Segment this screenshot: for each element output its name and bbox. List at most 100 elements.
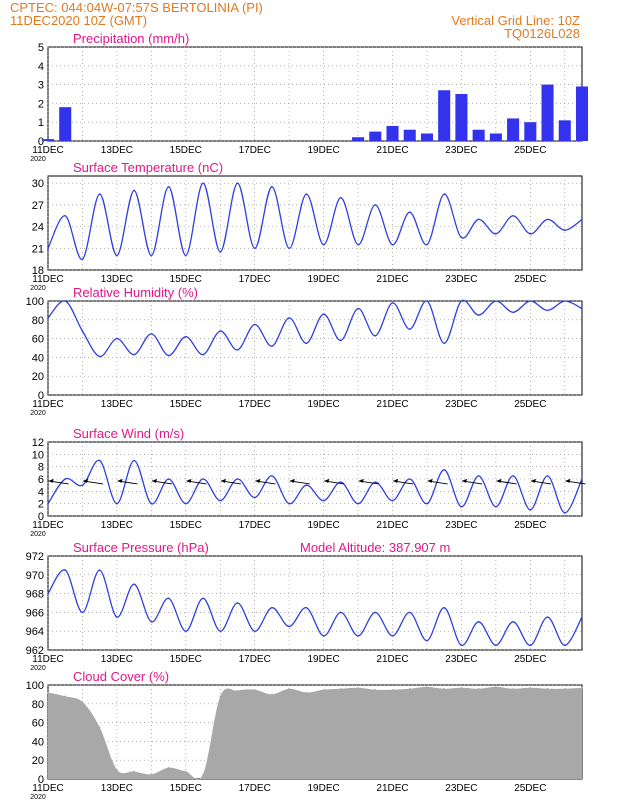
pressure-point xyxy=(253,630,256,632)
pressure-point xyxy=(185,630,187,632)
temperature-point xyxy=(133,189,135,192)
temperature-xtick-label: 15DEC xyxy=(170,274,202,285)
cloud-point xyxy=(563,687,566,690)
cloud-point xyxy=(495,686,497,688)
precipitation-ytick-label: 2 xyxy=(38,98,44,110)
wind-arrow-head xyxy=(151,478,157,483)
cloud-point xyxy=(443,687,445,690)
wind-point xyxy=(219,499,222,502)
humidity-xtick-label: 11DEC xyxy=(32,399,64,410)
pressure-year-label: 2020 xyxy=(30,665,46,672)
humidity-xtick-label: 21DEC xyxy=(376,399,408,410)
cloud-area xyxy=(48,686,582,780)
precipitation-xtick-label: 15DEC xyxy=(170,145,202,156)
precipitation-bar xyxy=(369,131,382,141)
temperature-point xyxy=(98,193,101,195)
wind-xtick-label: 19DEC xyxy=(307,520,339,531)
wind-ytick-label: 10 xyxy=(32,449,44,461)
cloud-point xyxy=(133,770,135,773)
wind-point xyxy=(408,478,411,480)
precipitation-bar xyxy=(558,120,571,141)
humidity-title: Relative Humidity (%) xyxy=(73,285,198,300)
pressure-annotation: Model Altitude: 387.907 m xyxy=(300,540,450,555)
precipitation-bar xyxy=(438,90,451,141)
wind-line xyxy=(47,459,583,514)
temperature-point xyxy=(47,247,49,250)
humidity-point xyxy=(563,300,566,302)
pressure-point xyxy=(546,616,549,618)
temperature-point xyxy=(253,247,256,250)
humidity-year-label: 2020 xyxy=(30,410,46,417)
temperature-ytick-label: 24 xyxy=(32,222,44,234)
humidity-point xyxy=(271,345,273,347)
cloud-ytick-label: 20 xyxy=(32,755,44,767)
precipitation-ytick-label: 3 xyxy=(38,80,44,92)
wind-point xyxy=(374,481,377,483)
wind-title: Surface Wind (m/s) xyxy=(73,426,184,441)
cloud-point xyxy=(322,688,325,691)
product-code: TQ0126L028 xyxy=(504,26,580,41)
cloud-point xyxy=(271,693,273,696)
cloud-point xyxy=(81,701,84,703)
precipitation-bar xyxy=(455,94,468,141)
temperature-xtick-label: 17DEC xyxy=(239,274,271,285)
wind-point xyxy=(202,478,204,480)
station-header: CPTEC: 044:04W-07:57S BERTOLINIA (PI) xyxy=(10,0,263,15)
humidity-xtick-label: 13DEC xyxy=(101,399,133,410)
humidity-xtick-label: 17DEC xyxy=(239,399,271,410)
pressure-point xyxy=(133,583,135,585)
wind-arrow-head xyxy=(117,478,123,483)
humidity-point xyxy=(391,302,394,304)
humidity-point xyxy=(219,330,222,332)
cloud-xtick-label: 19DEC xyxy=(307,783,339,794)
humidity-point xyxy=(546,309,549,312)
pressure-xtick-label: 13DEC xyxy=(101,654,133,665)
wind-point xyxy=(322,499,325,502)
temperature-line xyxy=(47,182,583,260)
precipitation-bar xyxy=(420,133,433,141)
wind-point xyxy=(581,478,583,480)
precipitation-bar xyxy=(524,122,537,141)
temperature-point xyxy=(460,236,463,239)
cloud-point xyxy=(374,688,377,691)
cloud-point xyxy=(236,689,239,692)
cloud-point xyxy=(581,687,583,689)
humidity-point xyxy=(305,342,308,345)
cloud-point xyxy=(219,695,222,698)
temperature-point xyxy=(202,182,204,185)
pressure-point xyxy=(477,621,480,623)
precipitation-bar xyxy=(575,86,589,141)
humidity-point xyxy=(98,355,101,358)
humidity-point xyxy=(202,353,204,356)
temperature-point xyxy=(305,193,308,195)
humidity-point xyxy=(64,300,67,302)
cloud-xtick-label: 25DEC xyxy=(514,783,546,794)
humidity-point xyxy=(512,311,514,314)
precipitation-bar xyxy=(386,125,399,141)
pressure-point xyxy=(426,639,428,642)
wind-arrow-head xyxy=(48,478,54,483)
temperature-point xyxy=(357,243,359,246)
temperature-point xyxy=(563,229,566,232)
wind-arrow-head xyxy=(83,478,89,483)
humidity-point xyxy=(133,353,135,356)
temperature-point xyxy=(374,204,377,206)
humidity-point xyxy=(581,307,583,310)
pressure-point xyxy=(202,597,204,600)
humidity-ytick-label: 80 xyxy=(32,315,44,327)
pressure-xtick-label: 25DEC xyxy=(514,654,546,665)
temperature-point xyxy=(185,254,187,257)
wind-arrow-head xyxy=(220,478,226,483)
cloud-point xyxy=(340,687,342,690)
humidity-point xyxy=(340,339,342,342)
wind-point xyxy=(167,478,170,480)
humidity-point xyxy=(167,354,170,357)
cloud-point xyxy=(357,687,359,689)
wind-ytick-label: 4 xyxy=(38,486,44,498)
wind-point xyxy=(81,484,84,486)
temperature-point xyxy=(64,214,67,217)
wind-xtick-label: 15DEC xyxy=(170,520,202,531)
humidity-point xyxy=(288,317,290,319)
temperature-point xyxy=(529,233,532,235)
pressure-point xyxy=(495,644,497,647)
